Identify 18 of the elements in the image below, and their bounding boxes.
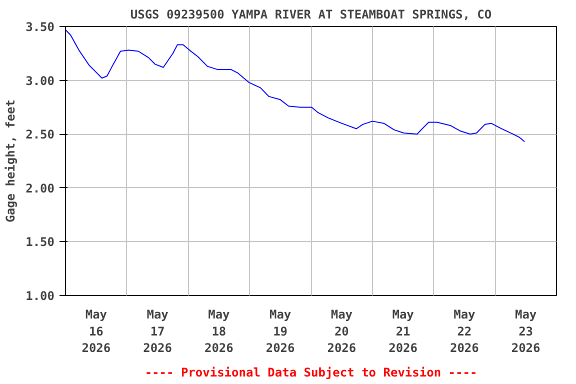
chart-title: USGS 09239500 YAMPA RIVER AT STEAMBOAT SPRINGS, CO bbox=[130, 8, 492, 22]
y-axis-title: Gage height, feet bbox=[4, 100, 18, 222]
x-tick-label: May 18 2026 bbox=[204, 308, 234, 356]
y-tick-label: 2.00 bbox=[26, 181, 55, 196]
x-tick-label: May 19 2026 bbox=[266, 308, 295, 356]
x-tick-label: May 20 2026 bbox=[327, 308, 356, 356]
text: ---- Provisional Data Subject to Revision ---- bbox=[144, 366, 478, 380]
y-tick-label: 2.50 bbox=[26, 128, 55, 142]
x-tick-label: May 17 2026 bbox=[143, 308, 172, 356]
x-tick-label: May 16 2026 bbox=[82, 308, 111, 356]
y-tick-label: 3.00 bbox=[26, 74, 55, 88]
x-tick-label: May 23 2026 bbox=[511, 308, 540, 356]
x-tick-label: May 22 2026 bbox=[450, 308, 479, 356]
y-tick-label: 3.50 bbox=[26, 20, 55, 34]
y-tick-label: 1.50 bbox=[26, 235, 55, 250]
x-tick-label: May 21 2026 bbox=[388, 308, 418, 356]
line-series bbox=[66, 29, 526, 142]
y-tick-label: 1.00 bbox=[26, 289, 55, 303]
